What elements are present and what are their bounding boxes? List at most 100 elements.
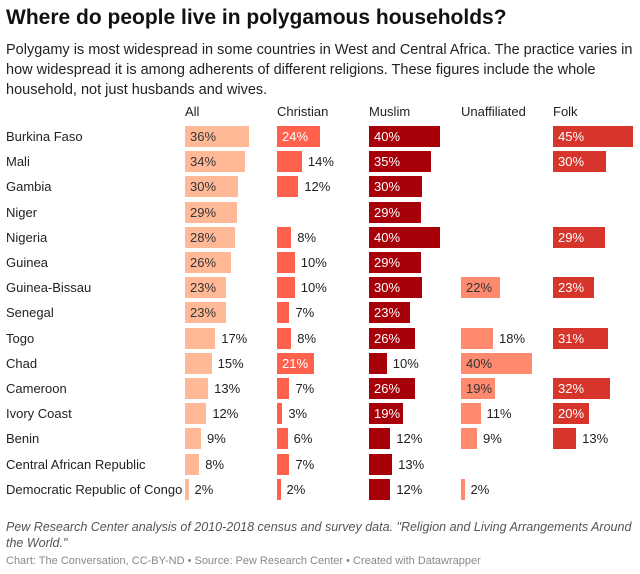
bar-all: [185, 277, 226, 299]
bar-muslim: [369, 478, 391, 500]
bar-all: [185, 378, 209, 399]
row-label: Guinea: [6, 255, 48, 270]
bar-all: [185, 176, 239, 198]
chart-title: Where do people live in polygamous house…: [6, 6, 507, 29]
value-label: 26%: [190, 255, 217, 270]
bar-christian: [277, 478, 281, 500]
value-label: 24%: [282, 129, 309, 144]
bar-all: [185, 403, 207, 425]
value-label: 40%: [374, 129, 401, 144]
value-label: 14%: [307, 154, 334, 170]
bar-unaffiliated: [461, 428, 477, 450]
value-label: 45%: [558, 129, 585, 144]
bar-unaffiliated: [461, 378, 495, 399]
value-label: 17%: [221, 330, 248, 346]
value-label: 2%: [286, 481, 306, 497]
value-label: 23%: [558, 280, 585, 296]
bar-muslim: [369, 126, 441, 147]
value-label: 10%: [392, 355, 419, 371]
bar-all: [185, 151, 246, 173]
bar-christian: [277, 428, 288, 450]
bar-muslim: [369, 453, 393, 475]
value-label: 36%: [190, 129, 217, 144]
value-label: 19%: [374, 406, 401, 422]
column-header-unaffiliated: Unaffiliated: [461, 104, 526, 119]
value-label: 22%: [466, 280, 493, 296]
value-label: 29%: [558, 229, 585, 245]
value-label: 26%: [374, 330, 401, 346]
value-label: 13%: [582, 431, 609, 447]
row-label: Togo: [6, 330, 35, 346]
value-label: 12%: [396, 481, 423, 497]
value-label: 2%: [194, 481, 214, 497]
bar-all: [185, 126, 249, 147]
row-label: Ivory Coast: [6, 406, 72, 422]
bar-all: [185, 453, 200, 475]
value-label: 23%: [190, 305, 217, 321]
value-label: 30%: [558, 154, 585, 170]
bar-all: [185, 352, 212, 374]
bar-folk: [553, 403, 589, 425]
row-label: Benin: [6, 431, 40, 447]
bar-folk: [553, 151, 607, 173]
column-header-folk: Folk: [553, 104, 578, 119]
value-label: 28%: [190, 229, 217, 245]
bar-muslim: [369, 428, 391, 450]
value-label: 30%: [374, 179, 401, 195]
bar-all: [185, 428, 201, 450]
bar-all: [185, 478, 189, 500]
bar-christian: [277, 327, 292, 349]
column-header-christian: Christian: [277, 104, 329, 119]
bar-folk: [553, 428, 577, 450]
value-label: 10%: [300, 280, 327, 296]
bar-all: [185, 201, 237, 223]
value-label: 12%: [396, 431, 423, 447]
row-label: Niger: [6, 204, 38, 220]
value-label: 9%: [483, 431, 502, 447]
bar-muslim: [369, 302, 410, 324]
bar-all: [185, 302, 226, 324]
value-label: 3%: [288, 406, 308, 422]
value-label: 6%: [293, 431, 313, 447]
bar-christian: [277, 403, 283, 425]
bar-unaffiliated: [461, 403, 481, 425]
value-label: 32%: [558, 381, 585, 396]
bar-folk: [553, 277, 594, 299]
row-label: Guinea-Bissau: [6, 280, 92, 296]
row-label: Democratic Republic of Congo: [6, 481, 183, 497]
row-label: Central African Republic: [6, 456, 146, 472]
bar-christian: [277, 226, 292, 248]
row-label: Chad: [6, 355, 38, 371]
row-label: Nigeria: [6, 229, 48, 245]
value-label: 23%: [190, 280, 217, 296]
bar-all: [185, 226, 235, 248]
value-label: 29%: [374, 255, 401, 270]
value-label: 7%: [295, 456, 315, 472]
bar-christian: [277, 126, 320, 147]
bar-muslim: [369, 277, 423, 299]
bar-muslim: [369, 176, 423, 198]
bar-christian: [277, 352, 315, 374]
value-label: 12%: [304, 179, 331, 195]
bar-christian: [277, 151, 302, 173]
bar-muslim: [369, 201, 421, 223]
value-label: 13%: [398, 456, 425, 472]
bar-folk: [553, 126, 633, 147]
chart-subtitle: Polygamy is most widespread in some coun…: [6, 42, 633, 98]
value-label: 13%: [214, 381, 241, 396]
value-label: 34%: [190, 154, 217, 170]
bar-christian: [277, 453, 290, 475]
value-label: 40%: [466, 355, 493, 371]
value-label: 30%: [190, 179, 217, 195]
value-label: 29%: [190, 204, 217, 220]
value-label: 12%: [212, 406, 239, 422]
value-label: 10%: [300, 255, 327, 270]
bar-christian: [277, 252, 295, 273]
value-label: 19%: [466, 381, 493, 396]
value-label: 31%: [558, 330, 585, 346]
bar-muslim: [369, 151, 432, 173]
bar-muslim: [369, 226, 441, 248]
row-label: Senegal: [6, 305, 54, 321]
bar-muslim: [369, 252, 421, 273]
bar-folk: [553, 226, 605, 248]
